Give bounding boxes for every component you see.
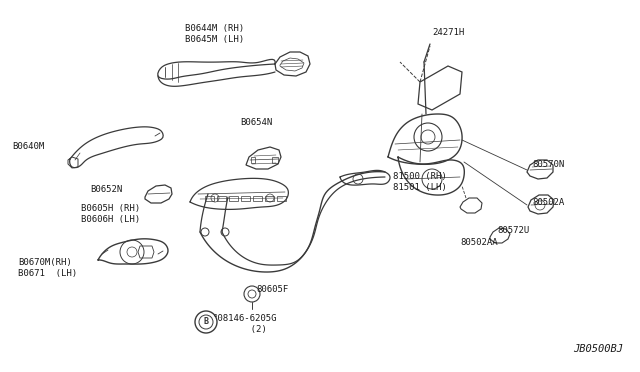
Text: JB0500BJ: JB0500BJ [573, 344, 623, 354]
Text: B0605H (RH)
B0606H (LH): B0605H (RH) B0606H (LH) [81, 204, 140, 224]
Text: 80572U: 80572U [497, 225, 529, 234]
Text: 81500 (RH)
81501 (LH): 81500 (RH) 81501 (LH) [393, 172, 447, 192]
Text: 80502AA: 80502AA [460, 237, 498, 247]
Text: 80502A: 80502A [532, 198, 564, 206]
Text: °08146-6205G
       (2): °08146-6205G (2) [213, 314, 278, 334]
Text: B: B [204, 317, 209, 327]
Text: B0652N: B0652N [90, 185, 122, 193]
Text: B0654N: B0654N [240, 118, 272, 126]
Text: B0644M (RH)
B0645M (LH): B0644M (RH) B0645M (LH) [185, 24, 244, 44]
Text: 80605F: 80605F [256, 285, 288, 295]
Text: B0670M(RH)
B0671  (LH): B0670M(RH) B0671 (LH) [18, 258, 77, 278]
Text: B0640M: B0640M [12, 141, 44, 151]
Text: 80570N: 80570N [532, 160, 564, 169]
Text: 24271H: 24271H [432, 28, 464, 36]
